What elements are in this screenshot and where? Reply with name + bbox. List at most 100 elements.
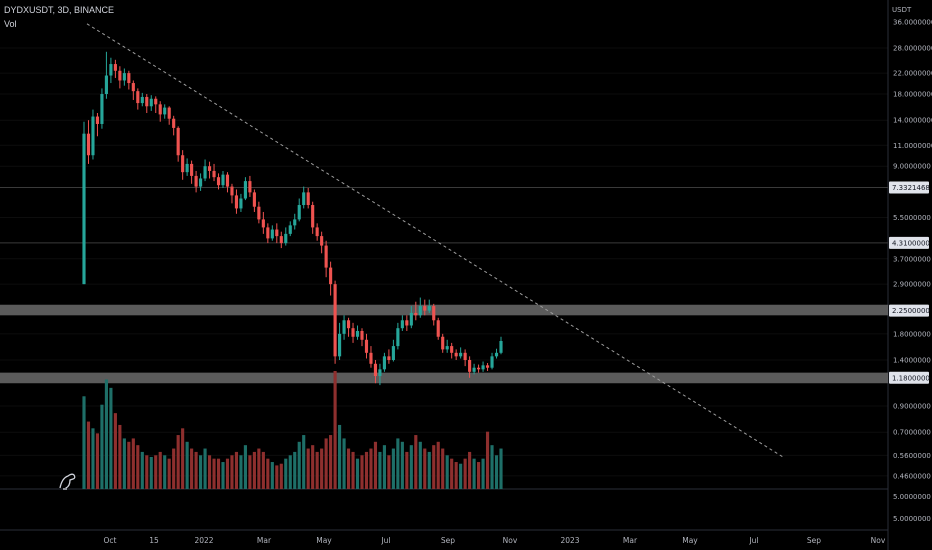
candle[interactable] xyxy=(109,57,113,84)
candle[interactable] xyxy=(338,322,342,360)
candle[interactable] xyxy=(311,201,315,234)
candle[interactable] xyxy=(387,349,391,364)
price-zone[interactable] xyxy=(0,372,888,384)
candle[interactable] xyxy=(400,315,404,331)
candle[interactable] xyxy=(369,346,373,368)
candle[interactable] xyxy=(190,160,194,184)
candle[interactable] xyxy=(481,361,485,372)
candle[interactable] xyxy=(445,339,449,353)
candle[interactable] xyxy=(297,198,301,222)
candle[interactable] xyxy=(391,339,395,362)
candle[interactable] xyxy=(472,363,476,375)
candle[interactable] xyxy=(194,170,198,193)
candle[interactable] xyxy=(275,223,279,244)
candle[interactable] xyxy=(324,240,328,278)
candle[interactable] xyxy=(203,159,207,182)
candle[interactable] xyxy=(149,95,153,111)
candle[interactable] xyxy=(320,231,324,254)
candle[interactable] xyxy=(441,333,445,353)
candle[interactable] xyxy=(266,223,270,244)
candle[interactable] xyxy=(140,92,144,107)
candle[interactable] xyxy=(163,104,167,119)
candle[interactable] xyxy=(414,301,418,321)
candle[interactable] xyxy=(364,333,369,359)
candle[interactable] xyxy=(230,183,234,204)
price-axis[interactable]: USDT 36.0000000 28.0000000 22.0000000 18.000… xyxy=(889,6,932,523)
candle[interactable] xyxy=(234,189,239,214)
candle[interactable] xyxy=(91,109,95,160)
candle[interactable] xyxy=(494,348,499,359)
candle[interactable] xyxy=(216,173,221,190)
candle[interactable] xyxy=(176,126,180,162)
trendline[interactable] xyxy=(86,23,784,458)
candle[interactable] xyxy=(315,223,319,241)
candle[interactable] xyxy=(127,70,131,90)
candle[interactable] xyxy=(490,352,494,370)
candle[interactable] xyxy=(450,342,454,359)
candle[interactable] xyxy=(485,363,490,371)
candle[interactable] xyxy=(122,68,126,86)
candle[interactable] xyxy=(454,349,458,360)
candle[interactable] xyxy=(306,188,310,209)
candle[interactable] xyxy=(82,121,86,285)
candle[interactable] xyxy=(378,363,382,386)
candle[interactable] xyxy=(396,322,400,350)
candle[interactable] xyxy=(199,173,203,191)
price-label-tag[interactable]: 1.1800000 xyxy=(889,371,930,384)
candle[interactable] xyxy=(355,325,360,340)
candle[interactable] xyxy=(243,177,247,201)
candle[interactable] xyxy=(86,120,91,164)
candle[interactable] xyxy=(95,113,100,137)
candle[interactable] xyxy=(499,336,503,355)
candle[interactable] xyxy=(373,360,378,384)
candle[interactable] xyxy=(104,51,108,99)
price-zone[interactable] xyxy=(0,304,888,316)
candle[interactable] xyxy=(172,115,176,136)
candle[interactable] xyxy=(477,364,481,373)
candle[interactable] xyxy=(252,189,256,212)
price-label-tag[interactable]: 4.3100000 xyxy=(889,236,930,249)
candle[interactable] xyxy=(154,96,158,114)
candle[interactable] xyxy=(181,150,185,180)
candle[interactable] xyxy=(463,349,467,367)
candle[interactable] xyxy=(342,315,346,340)
candle[interactable] xyxy=(261,211,265,234)
candle[interactable] xyxy=(427,299,431,313)
candle[interactable] xyxy=(167,106,171,125)
price-label-tag[interactable]: 7.3321468 xyxy=(889,181,930,194)
candle[interactable] xyxy=(100,88,104,129)
candle[interactable] xyxy=(113,59,117,78)
candle[interactable] xyxy=(221,170,225,189)
candle[interactable] xyxy=(145,94,149,114)
candle[interactable] xyxy=(225,172,230,193)
candle[interactable] xyxy=(333,280,337,364)
candle[interactable] xyxy=(212,163,216,182)
candle[interactable] xyxy=(468,356,472,378)
time-axis[interactable]: Oct 15 2022 Mar May Jul Sep Nov 2023 Mar May Jul Sep… xyxy=(104,536,886,545)
candle[interactable] xyxy=(293,213,297,230)
candle[interactable] xyxy=(409,306,413,329)
candle[interactable] xyxy=(329,261,333,296)
candle[interactable] xyxy=(432,303,436,326)
candle[interactable] xyxy=(136,88,140,110)
candle[interactable] xyxy=(459,347,463,359)
candle[interactable] xyxy=(351,322,355,343)
candle[interactable] xyxy=(436,317,440,340)
candle[interactable] xyxy=(382,352,386,372)
candle[interactable] xyxy=(302,186,306,209)
candle[interactable] xyxy=(346,317,351,337)
candle[interactable] xyxy=(118,66,122,89)
candle[interactable] xyxy=(257,201,261,224)
price-label-tag[interactable]: 2.2500000 xyxy=(889,304,930,317)
candle[interactable] xyxy=(279,231,283,249)
candle[interactable] xyxy=(131,80,135,100)
candle[interactable] xyxy=(185,158,189,176)
candle[interactable] xyxy=(405,315,409,331)
candle[interactable] xyxy=(248,175,252,197)
candle[interactable] xyxy=(418,297,422,318)
candle[interactable] xyxy=(207,161,212,179)
candle[interactable] xyxy=(284,227,288,246)
candle[interactable] xyxy=(423,299,427,316)
candle[interactable] xyxy=(158,101,162,122)
